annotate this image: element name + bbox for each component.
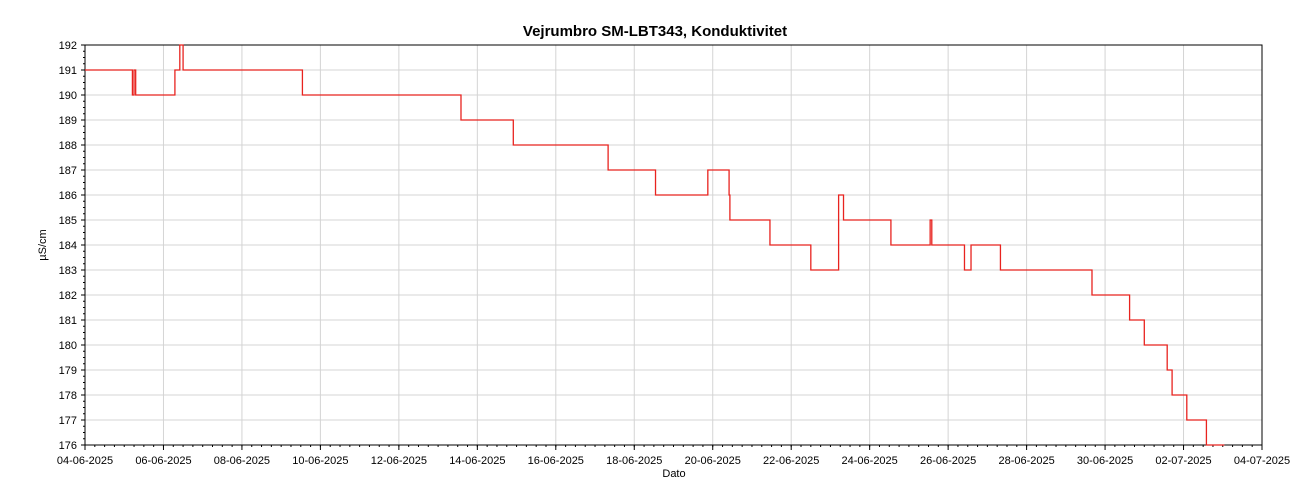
x-tick-label: 08-06-2025 xyxy=(214,455,270,467)
y-tick-label: 192 xyxy=(59,40,77,52)
y-tick-label: 181 xyxy=(59,315,77,327)
y-tick-label: 188 xyxy=(59,140,77,152)
y-tick-label: 190 xyxy=(59,90,77,102)
grid xyxy=(84,44,1263,446)
x-tick-label: 16-06-2025 xyxy=(528,455,584,467)
y-tick-label: 180 xyxy=(59,340,77,352)
x-tick-label: 18-06-2025 xyxy=(606,455,662,467)
x-tick-label: 12-06-2025 xyxy=(371,455,427,467)
x-tick-label: 04-06-2025 xyxy=(57,455,113,467)
x-tick-label: 02-07-2025 xyxy=(1155,455,1211,467)
y-axis-label: µS/cm xyxy=(37,229,49,260)
x-tick-label: 22-06-2025 xyxy=(763,455,819,467)
y-tick-label: 191 xyxy=(59,65,77,77)
x-tick-label: 24-06-2025 xyxy=(842,455,898,467)
y-tick-label: 186 xyxy=(59,190,77,202)
y-tick-label: 179 xyxy=(59,365,77,377)
y-tick-label: 176 xyxy=(59,440,77,452)
y-tick-label: 182 xyxy=(59,290,77,302)
x-tick-label: 06-06-2025 xyxy=(135,455,191,467)
y-tick-label: 178 xyxy=(59,390,77,402)
x-tick-label: 04-07-2025 xyxy=(1234,455,1290,467)
series-layer xyxy=(85,44,1225,446)
x-tick-label: 30-06-2025 xyxy=(1077,455,1133,467)
y-tick-label: 184 xyxy=(59,240,77,252)
y-tick-label: 183 xyxy=(59,265,77,277)
x-axis-ticks: 04-06-2025 06-06-2025 08-06-2025 10-06-2025… xyxy=(57,445,1290,467)
y-tick-label: 187 xyxy=(59,165,77,177)
x-tick-label: 10-06-2025 xyxy=(292,455,348,467)
y-axis-ticks: 176 177 178 179 180 181 182 183 184 185 186 187 188 1… xyxy=(59,40,85,452)
conductivity-series-line xyxy=(85,44,1225,446)
y-tick-label: 185 xyxy=(59,215,77,227)
x-tick-label: 28-06-2025 xyxy=(998,455,1054,467)
x-tick-label: 26-06-2025 xyxy=(920,455,976,467)
x-tick-label: 20-06-2025 xyxy=(685,455,741,467)
x-tick-label: 14-06-2025 xyxy=(449,455,505,467)
y-tick-label: 177 xyxy=(59,415,77,427)
chart-title: Vejrumbro SM-LBT343, Konduktivitet xyxy=(523,23,787,40)
y-tick-label: 189 xyxy=(59,115,77,127)
x-axis-label: Dato xyxy=(662,468,685,480)
